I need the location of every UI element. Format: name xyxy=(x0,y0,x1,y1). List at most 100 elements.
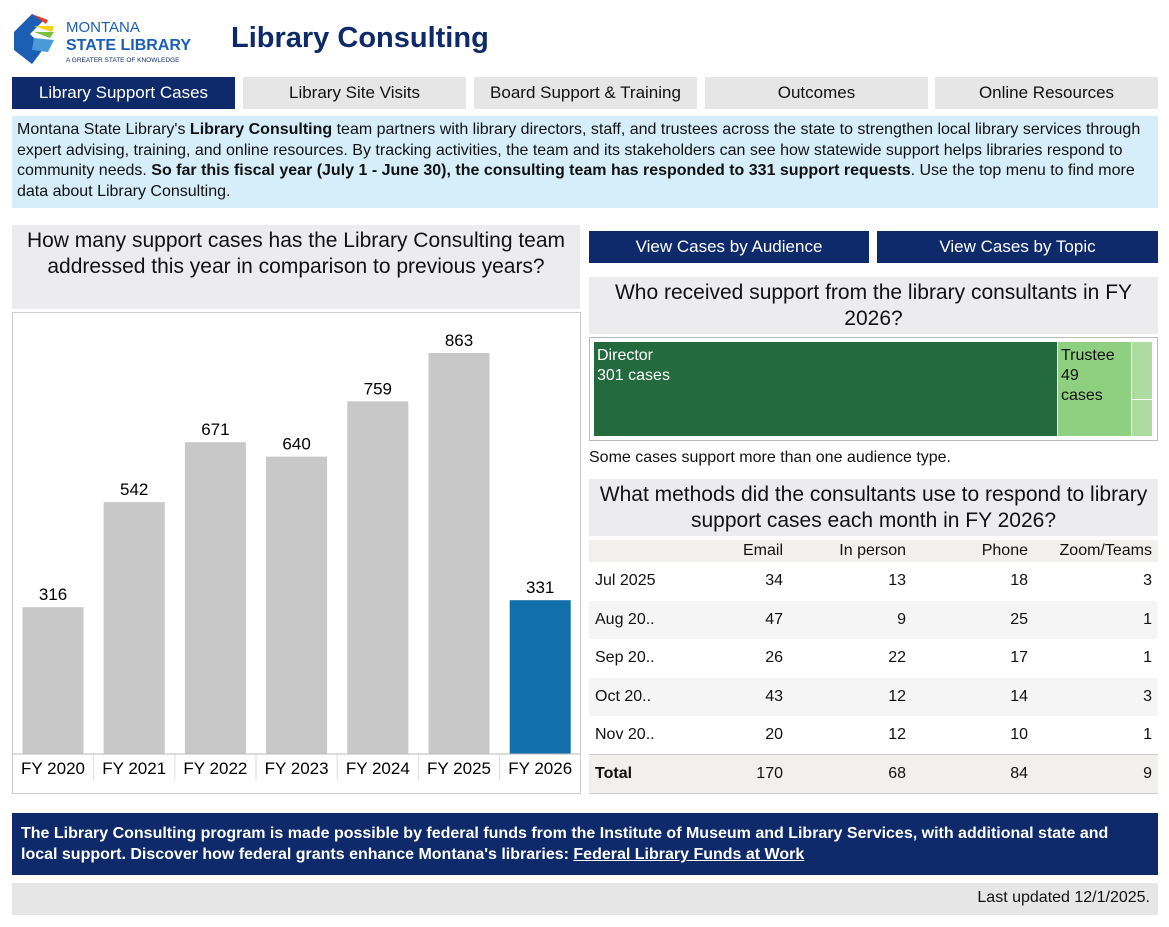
audience-note: Some cases support more than one audienc… xyxy=(589,449,951,466)
table-cell: 1 xyxy=(1143,649,1152,667)
methods-question: What methods did the consultants use to … xyxy=(589,479,1158,536)
column-header: Email xyxy=(709,540,789,562)
treemap-value: 49 xyxy=(1061,367,1079,384)
tab-library-site-visits[interactable]: Library Site Visits xyxy=(243,77,466,109)
table-cell: Nov 20.. xyxy=(595,726,655,744)
bar-chart-question: How many support cases has the Library C… xyxy=(12,225,580,309)
tab-online-resources[interactable]: Online Resources xyxy=(935,77,1158,109)
intro-text: Montana State Library's Library Consulti… xyxy=(12,116,1158,208)
intro-part: . Use the top menu to find more data abo… xyxy=(17,162,1135,200)
table-cell: 3 xyxy=(1034,677,1158,717)
table-cell: 12 xyxy=(789,677,912,717)
x-tick-label: FY 2021 xyxy=(102,759,166,778)
methods-table: Email In person Phone Zoom/Teams Jul 202… xyxy=(589,540,1158,795)
total-cell: 9 xyxy=(1034,754,1158,795)
table-header-row: Email In person Phone Zoom/Teams xyxy=(589,540,1158,562)
table-cell: 20 xyxy=(765,726,783,744)
x-tick-label: FY 2025 xyxy=(427,759,491,778)
data-label: 331 xyxy=(526,578,554,597)
bar-chart: 316 FY 2020 542 FY 2021 671 FY 2022 640 FY 2023… xyxy=(12,312,581,794)
table-cell: 26 xyxy=(765,649,783,667)
treemap-cell-other[interactable] xyxy=(1132,400,1152,436)
table-cell: Aug 20.. xyxy=(589,600,709,640)
audience-question: Who received support from the library co… xyxy=(589,277,1158,334)
table-row: Nov 20.. 20 12 10 1 xyxy=(589,716,1158,755)
intro-bold: So far this fiscal year (July 1 - June 3… xyxy=(151,162,911,179)
federal-funds-link[interactable]: Federal Library Funds at Work xyxy=(573,846,805,863)
table-cell: Sep 20.. xyxy=(595,649,655,667)
intro-bold: Library Consulting xyxy=(189,121,333,138)
x-tick-label: FY 2022 xyxy=(183,759,247,778)
bar-chart-svg: 316 FY 2020 542 FY 2021 671 FY 2022 640 FY 2023… xyxy=(13,331,580,780)
intro-part: Montana State Library's xyxy=(17,121,190,138)
data-label: 759 xyxy=(364,379,392,398)
data-label: 640 xyxy=(282,435,310,454)
svg-text:MONTANA: MONTANA xyxy=(66,19,140,36)
data-label: 316 xyxy=(39,585,67,604)
table-cell: 9 xyxy=(789,600,912,640)
column-header: Zoom/Teams xyxy=(1034,540,1158,562)
table-row: Jul 2025 34 13 18 3 xyxy=(589,562,1158,601)
bar-fy-2026[interactable] xyxy=(509,600,571,754)
bar-fy-2020[interactable] xyxy=(22,607,84,754)
intro-part: team partners with library directors, st… xyxy=(17,121,1141,179)
total-cell: 170 xyxy=(709,754,789,795)
montana-state-library-logo[interactable]: MONTANA STATE LIBRARY A GREATER STATE OF… xyxy=(10,10,210,68)
svg-text:STATE LIBRARY: STATE LIBRARY xyxy=(66,37,191,54)
view-cases-by-audience-button[interactable]: View Cases by Audience xyxy=(589,231,869,263)
data-label: 671 xyxy=(201,420,229,439)
treemap-unit: cases xyxy=(1061,387,1103,404)
total-cell: 68 xyxy=(789,754,912,795)
treemap-label: Director xyxy=(597,347,654,364)
view-cases-by-topic-button[interactable]: View Cases by Topic xyxy=(877,231,1158,263)
tab-library-support-cases[interactable]: Library Support Cases xyxy=(12,77,235,109)
table-cell: 10 xyxy=(1010,726,1028,744)
svg-text:A GREATER STATE OF KNOWLEDGE: A GREATER STATE OF KNOWLEDGE xyxy=(66,57,180,64)
data-label: 542 xyxy=(120,480,148,499)
bar-fy-2022[interactable] xyxy=(184,442,246,754)
table-total-row: Total 170 68 84 9 xyxy=(589,754,1158,795)
column-header xyxy=(589,540,709,562)
last-updated: Last updated 12/1/2025. xyxy=(12,883,1158,915)
x-tick-label: FY 2023 xyxy=(265,759,329,778)
table-cell: 18 xyxy=(1010,572,1028,590)
total-cell: 84 xyxy=(912,754,1034,795)
bar-fy-2021[interactable] xyxy=(103,502,165,754)
x-tick-label: FY 2026 xyxy=(508,759,572,778)
table-cell: 1 xyxy=(1034,600,1158,640)
footer-text: The Library Consulting program is made p… xyxy=(21,825,1109,863)
bar-fy-2025[interactable] xyxy=(428,353,490,754)
page-title: Library Consulting xyxy=(231,22,489,54)
table-cell: 43 xyxy=(709,677,789,717)
table-cell: 47 xyxy=(709,600,789,640)
table-cell: 17 xyxy=(1010,649,1028,667)
audience-treemap: Director 301 cases Trustee 49 cases xyxy=(589,337,1158,441)
table-cell: 13 xyxy=(888,572,906,590)
table-cell: 25 xyxy=(912,600,1034,640)
tab-outcomes[interactable]: Outcomes xyxy=(705,77,928,109)
table-cell: 34 xyxy=(765,572,783,590)
treemap-cell-director[interactable]: Director 301 cases xyxy=(594,342,1057,436)
table-cell: 3 xyxy=(1143,572,1152,590)
table-cell: 14 xyxy=(912,677,1034,717)
table-cell: 1 xyxy=(1143,726,1152,744)
treemap-label: Trustee xyxy=(1061,347,1115,364)
data-label: 863 xyxy=(445,331,473,350)
table-cell: Oct 20.. xyxy=(589,677,709,717)
treemap-value: 301 cases xyxy=(597,367,670,384)
tab-board-support-training[interactable]: Board Support & Training xyxy=(474,77,697,109)
bar-fy-2024[interactable] xyxy=(347,401,409,754)
treemap-cell-other[interactable] xyxy=(1132,342,1152,399)
table-cell: 22 xyxy=(888,649,906,667)
funding-footer: The Library Consulting program is made p… xyxy=(12,813,1158,875)
treemap-cell-trustee[interactable]: Trustee 49 cases xyxy=(1058,342,1131,436)
total-cell: Total xyxy=(589,754,709,795)
column-header: Phone xyxy=(912,540,1034,562)
x-tick-label: FY 2024 xyxy=(346,759,410,778)
bar-fy-2023[interactable] xyxy=(266,456,328,754)
table-cell: 12 xyxy=(888,726,906,744)
column-header: In person xyxy=(789,540,912,562)
table-row: Aug 20.. 47 9 25 1 xyxy=(589,600,1158,640)
table-row: Sep 20.. 26 22 17 1 xyxy=(589,639,1158,678)
table-row: Oct 20.. 43 12 14 3 xyxy=(589,677,1158,717)
